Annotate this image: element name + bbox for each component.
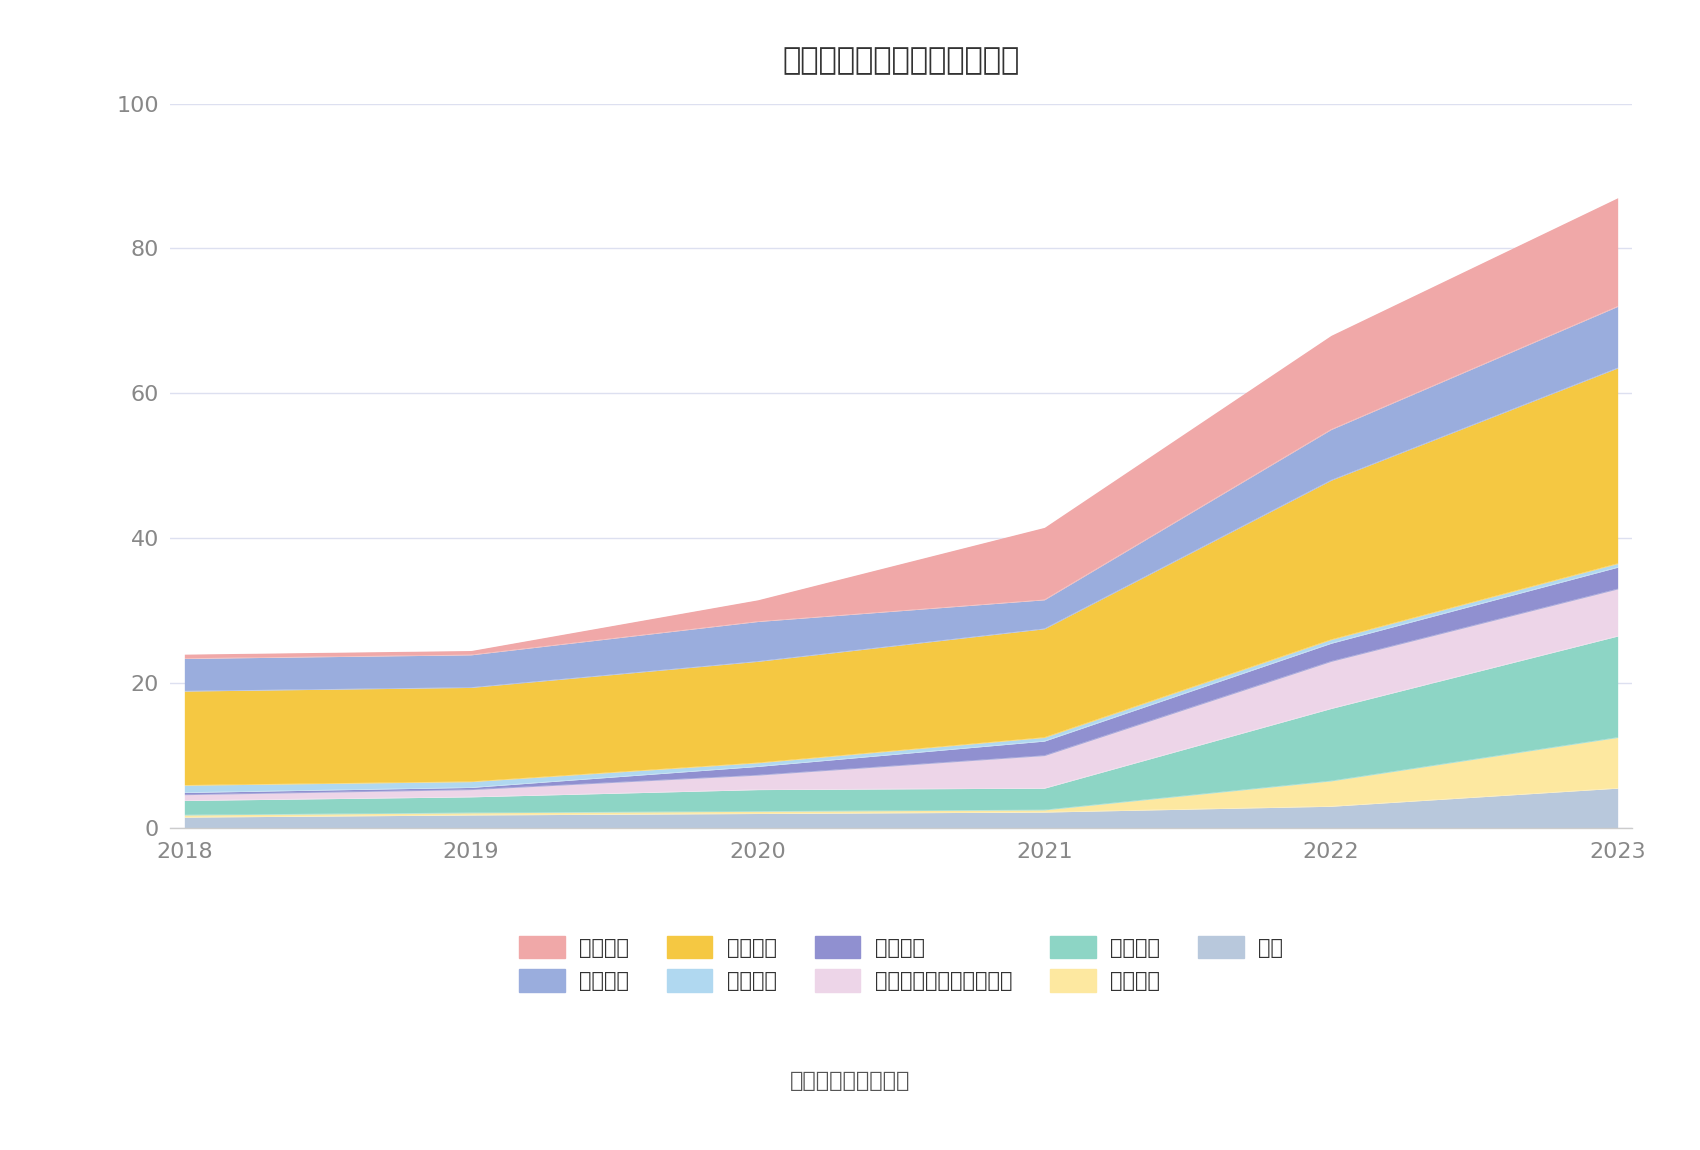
Legend: 短期借款, 应付票据, 应付账款, 预收款项, 合同负债, 一年内到期的非流动负债, 长期借款, 应付债券, 其它: 短期借款, 应付票据, 应付账款, 预收款项, 合同负债, 一年内到期的非流动负… (508, 926, 1294, 1002)
Title: 历年主要负债堆积图（亿元）: 历年主要负债堆积图（亿元） (782, 46, 1020, 75)
Text: 数据来源：恒生聚源: 数据来源：恒生聚源 (790, 1071, 910, 1090)
